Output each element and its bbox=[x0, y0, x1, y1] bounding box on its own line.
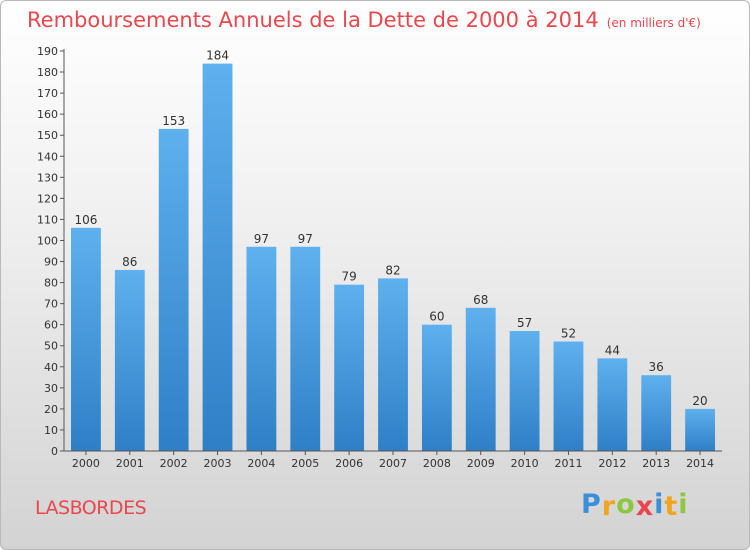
bar-2013 bbox=[641, 375, 672, 451]
bar-2009 bbox=[465, 307, 496, 451]
bar-2003 bbox=[202, 63, 233, 451]
y-tick-label: 90 bbox=[44, 256, 58, 269]
y-tick-label: 170 bbox=[37, 87, 58, 100]
chart-title: Remboursements Annuels de la Dette de 20… bbox=[27, 8, 701, 32]
y-tick-label: 160 bbox=[37, 108, 58, 121]
y-tick-label: 70 bbox=[44, 298, 58, 311]
x-tick-label-2010: 2010 bbox=[511, 457, 539, 470]
y-tick-label: 140 bbox=[37, 150, 58, 163]
bar-2006 bbox=[334, 284, 365, 451]
y-tick-label: 30 bbox=[44, 382, 58, 395]
y-tick-label: 40 bbox=[44, 361, 58, 374]
y-tick-label: 190 bbox=[37, 45, 58, 58]
y-tick-label: 50 bbox=[44, 340, 58, 353]
y-tick-label: 80 bbox=[44, 277, 58, 290]
value-label-2001: 86 bbox=[122, 255, 137, 269]
x-tick-label-2014: 2014 bbox=[686, 457, 714, 470]
value-label-2000: 106 bbox=[74, 213, 97, 227]
bar-2000 bbox=[71, 227, 101, 451]
x-tick-label-2001: 2001 bbox=[116, 457, 144, 470]
y-tick-label: 10 bbox=[44, 424, 58, 437]
x-tick-label-2002: 2002 bbox=[160, 457, 188, 470]
x-tick-label-2011: 2011 bbox=[554, 457, 582, 470]
title-unit: (en milliers d'€) bbox=[606, 16, 701, 30]
value-label-2010: 57 bbox=[517, 316, 532, 330]
title-main: Remboursements Annuels de la Dette de 20… bbox=[27, 8, 599, 32]
place-name: LASBORDES bbox=[35, 497, 147, 519]
logo-letter: i bbox=[678, 489, 689, 520]
value-label-2012: 44 bbox=[605, 343, 620, 357]
value-label-2009: 68 bbox=[473, 293, 488, 307]
x-tick-label-2005: 2005 bbox=[291, 457, 319, 470]
y-tick-label: 120 bbox=[37, 192, 58, 205]
x-tick-label-2013: 2013 bbox=[642, 457, 670, 470]
bar-2014 bbox=[685, 408, 715, 451]
x-tick-label-2012: 2012 bbox=[598, 457, 626, 470]
x-tick-label-2000: 2000 bbox=[72, 457, 100, 470]
value-label-2014: 20 bbox=[692, 394, 707, 408]
bar-2005 bbox=[290, 246, 321, 451]
x-tick-label-2006: 2006 bbox=[335, 457, 363, 470]
bar-2001 bbox=[114, 269, 145, 451]
bar-2008 bbox=[421, 324, 452, 451]
logo-letter: P bbox=[581, 489, 602, 520]
value-label-2005: 97 bbox=[298, 232, 313, 246]
value-label-2003: 184 bbox=[206, 49, 229, 63]
x-tick-label-2009: 2009 bbox=[467, 457, 495, 470]
y-tick-label: 130 bbox=[37, 171, 58, 184]
value-label-2007: 82 bbox=[385, 263, 400, 277]
proxiti-logo: Proxiti bbox=[581, 489, 689, 522]
logo-letter: o bbox=[616, 489, 636, 520]
x-tick-label-2003: 2003 bbox=[204, 457, 232, 470]
bar-2004 bbox=[246, 246, 277, 451]
x-tick-label-2008: 2008 bbox=[423, 457, 451, 470]
logo-letter: t bbox=[664, 491, 679, 522]
value-label-2004: 97 bbox=[254, 232, 269, 246]
value-label-2006: 79 bbox=[341, 270, 356, 284]
value-label-2013: 36 bbox=[649, 360, 664, 374]
y-tick-label: 150 bbox=[37, 129, 58, 142]
y-axis: 0 10 20 30 40 50 60 70 80 90 100 110 120 130 140 150 160… bbox=[37, 45, 65, 458]
value-label-2011: 52 bbox=[561, 327, 576, 341]
logo-letter: x bbox=[635, 491, 655, 522]
logo-letter: r bbox=[601, 491, 617, 522]
bar-2007 bbox=[378, 278, 408, 451]
y-tick-label: 100 bbox=[37, 234, 58, 247]
y-tick-label: 20 bbox=[44, 403, 58, 416]
bar-2011 bbox=[553, 341, 584, 451]
y-tick-label: 0 bbox=[51, 445, 58, 458]
value-label-2008: 60 bbox=[429, 310, 444, 324]
x-axis: 2000 2001 2002 2003 2004 2005 2006 2007 2008 2009… bbox=[64, 450, 722, 470]
y-tick-label: 60 bbox=[44, 319, 58, 332]
x-tick-label-2004: 2004 bbox=[247, 457, 275, 470]
bar-2010 bbox=[509, 331, 540, 451]
bars: 106 86 153 184 97 97 79 82 60 68 57 52 44 36 20 bbox=[71, 49, 715, 451]
value-label-2002: 153 bbox=[162, 114, 185, 128]
y-tick-label: 180 bbox=[37, 66, 58, 79]
y-tick-label: 110 bbox=[37, 213, 58, 226]
logo-letter: i bbox=[654, 489, 665, 520]
bar-2012 bbox=[597, 358, 628, 451]
x-tick-label-2007: 2007 bbox=[379, 457, 407, 470]
bar-2002 bbox=[158, 128, 189, 451]
